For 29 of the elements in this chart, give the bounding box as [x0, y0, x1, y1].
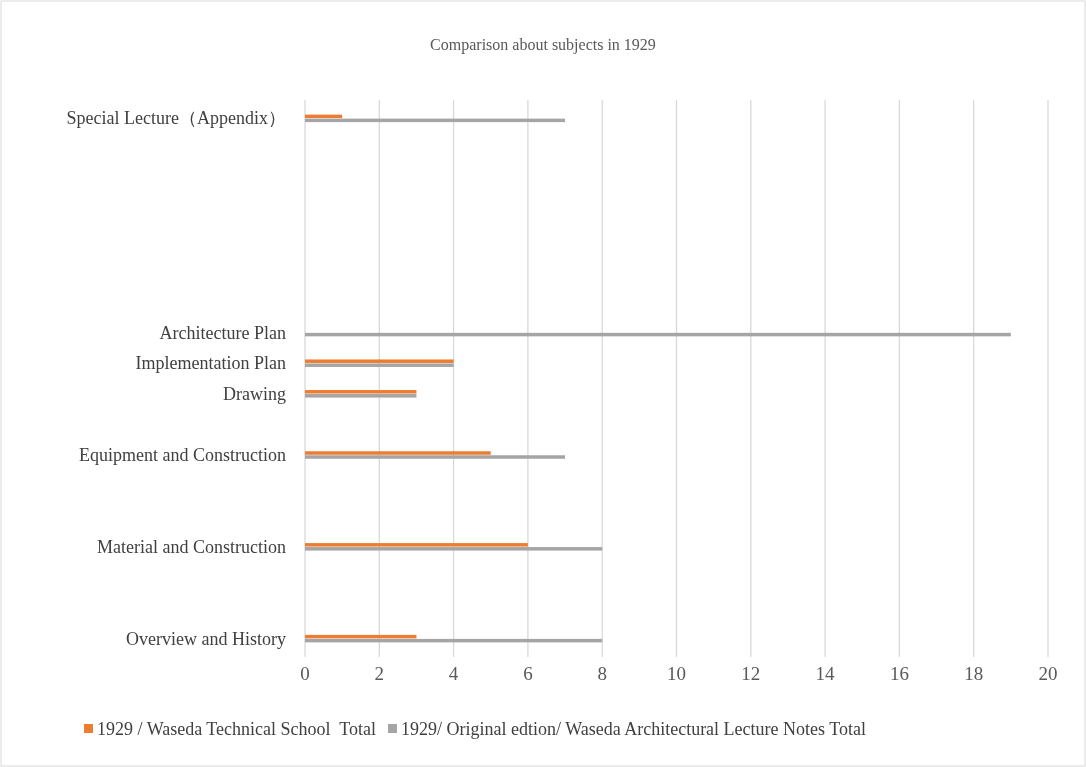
- x-tick-label: 2: [374, 663, 385, 684]
- x-tick-label: 4: [448, 663, 459, 684]
- y-tick-label: Overview and History: [126, 628, 286, 649]
- y-tick-label: Special Lecture（Appendix）: [66, 108, 286, 129]
- legend-label: 1929 / Waseda Technical School Total: [97, 719, 376, 739]
- bar: [305, 394, 417, 398]
- x-tick-label: 0: [300, 663, 310, 684]
- y-tick-label: Drawing: [223, 383, 286, 404]
- bar: [305, 543, 528, 547]
- x-tick-label: 8: [597, 663, 607, 684]
- x-tick-label: 14: [815, 663, 836, 684]
- y-tick-label: Equipment and Construction: [79, 445, 286, 466]
- x-tick-label: 16: [889, 663, 909, 684]
- bar: [305, 390, 417, 394]
- bar: [305, 455, 566, 459]
- bar: [305, 547, 603, 551]
- y-tick-label: Material and Construction: [97, 536, 286, 557]
- x-tick-label: 20: [1038, 663, 1058, 684]
- bar: [305, 363, 454, 367]
- legend-label: 1929/ Original edtion/ Waseda Architectural Lecture Notes Total: [400, 719, 866, 739]
- x-tick-label: 6: [523, 663, 533, 684]
- x-tick-label: 10: [667, 663, 686, 684]
- y-tick-label: Implementation Plan: [135, 353, 286, 374]
- bar: [305, 451, 491, 455]
- bar: [305, 359, 454, 363]
- x-tick-label: 18: [964, 663, 984, 684]
- y-tick-label: Architecture Plan: [159, 322, 286, 343]
- x-tick-label: 12: [741, 663, 761, 684]
- chart-title: Comparison about subjects in 1929: [430, 36, 656, 54]
